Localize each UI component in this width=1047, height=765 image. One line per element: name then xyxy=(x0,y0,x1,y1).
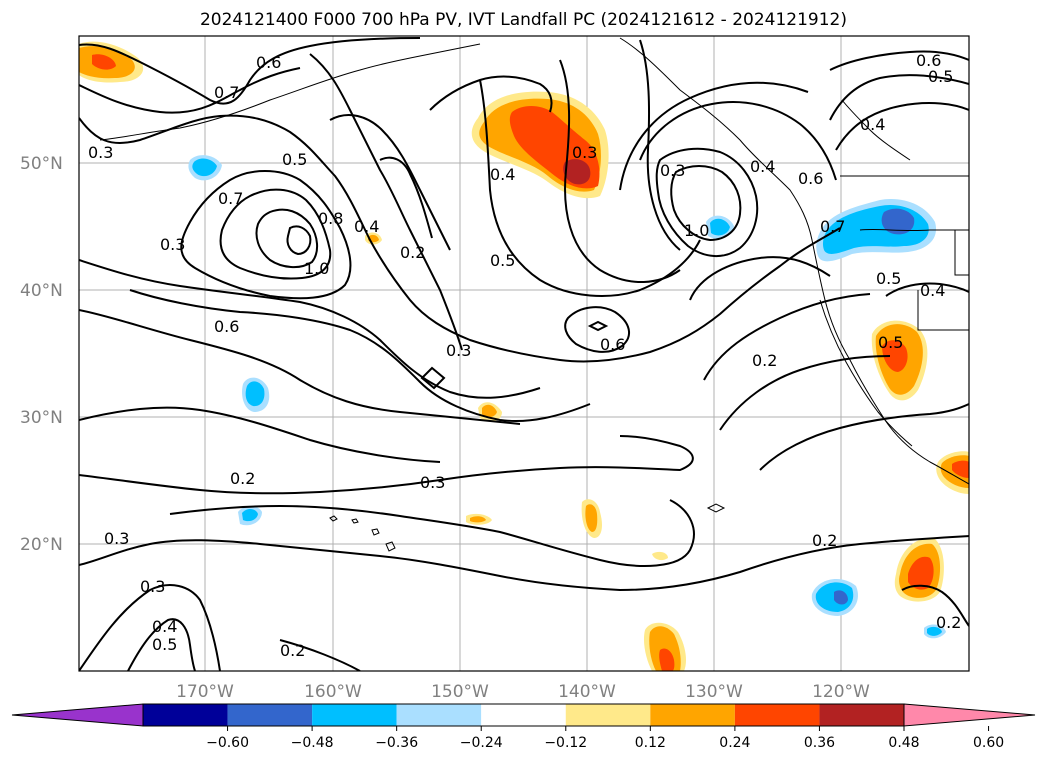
colorbar-tick-label: −0.24 xyxy=(460,735,503,751)
contour-label: 0.2 xyxy=(936,613,961,632)
colorbar-tick-label: 0.60 xyxy=(973,735,1004,751)
colorbar-extend-high xyxy=(903,703,1036,727)
lat-label: 30°N xyxy=(20,408,63,428)
contour-label: 0.3 xyxy=(420,473,445,492)
lat-label: 50°N xyxy=(20,154,63,174)
contour-label: 0.7 xyxy=(820,217,845,236)
colorbar-tick-label: 0.36 xyxy=(804,735,835,751)
contour-label: 0.5 xyxy=(878,333,903,352)
contour-label: 0.5 xyxy=(490,251,515,270)
contour-label: 0.3 xyxy=(140,577,165,596)
lon-label: 140°W xyxy=(558,682,616,702)
colorbar-tick-label: 0.48 xyxy=(888,735,919,751)
contour-label: 0.6 xyxy=(798,169,823,188)
contour-label: 0.7 xyxy=(214,83,239,102)
contour-label: 0.3 xyxy=(160,235,185,254)
contour-label: 0.4 xyxy=(920,281,945,300)
colorbar-outline xyxy=(142,703,905,727)
contour-label: 0.4 xyxy=(152,617,177,636)
lon-label: 150°W xyxy=(431,682,489,702)
contour-label: 0.4 xyxy=(860,115,885,134)
contour-label: 0.6 xyxy=(214,317,239,336)
pv-contours xyxy=(79,37,969,671)
colorbar-segment xyxy=(819,704,904,726)
colorbar-segment xyxy=(734,704,820,726)
contour-labels: 0.3 0.7 0.6 0.5 0.8 1.0 0.7 0.3 0.6 0.2 … xyxy=(88,51,961,660)
colorbar-segment xyxy=(650,704,735,726)
contour-label: 0.5 xyxy=(928,67,953,86)
contour-label: 0.5 xyxy=(876,269,901,288)
lat-label: 40°N xyxy=(20,281,63,301)
contour-label: 0.7 xyxy=(218,189,243,208)
contour-label: 1.0 xyxy=(684,221,709,240)
longitude-labels: 170°W 160°W 150°W 140°W 130°W 120°W xyxy=(176,682,870,702)
contour-label: 0.6 xyxy=(600,335,625,354)
contour-label: 0.3 xyxy=(446,341,471,360)
contour-label: 0.2 xyxy=(280,641,305,660)
colorbar-tick-label: −0.12 xyxy=(544,735,587,751)
contour-label: 0.3 xyxy=(104,529,129,548)
contour-label: 0.2 xyxy=(400,243,425,262)
colorbar xyxy=(11,703,1036,727)
colorbar-segment xyxy=(143,704,228,726)
contour-label: 0.4 xyxy=(750,157,775,176)
contour-label: 0.4 xyxy=(490,165,515,184)
colorbar-segment xyxy=(481,704,566,726)
contour-label: 0.5 xyxy=(152,635,177,654)
contour-label: 0.2 xyxy=(230,469,255,488)
contour-label: 0.6 xyxy=(916,51,941,70)
colorbar-tick-labels: −0.60 −0.48 −0.36 −0.24 −0.12 0.12 0.24 0.36 0.4… xyxy=(206,726,1004,751)
map-title: 2024121400 F000 700 hPa PV, IVT Landfall… xyxy=(199,10,847,30)
contour-label: 0.2 xyxy=(752,351,777,370)
colorbar-tick-label: −0.48 xyxy=(291,735,334,751)
contour-label: 0.8 xyxy=(318,209,343,228)
contour-label: 0.4 xyxy=(354,217,379,236)
colorbar-segment xyxy=(565,704,651,726)
colorbar-extend-low xyxy=(11,703,144,727)
colorbar-segment xyxy=(227,704,313,726)
lon-label: 160°W xyxy=(304,682,362,702)
colorbar-tick-label: −0.60 xyxy=(206,735,249,751)
latitude-labels: 50°N 40°N 30°N 20°N xyxy=(20,154,63,555)
colorbar-tick-label: 0.12 xyxy=(635,735,666,751)
lon-label: 170°W xyxy=(176,682,234,702)
colorbar-tick-label: −0.36 xyxy=(375,735,418,751)
lon-label: 120°W xyxy=(812,682,870,702)
contour-label: 0.3 xyxy=(660,161,685,180)
colorbar-segment xyxy=(312,704,397,726)
contour-label: 0.2 xyxy=(812,531,837,550)
plot-frame xyxy=(78,35,970,672)
contour-label: 0.5 xyxy=(282,150,307,169)
lat-label: 20°N xyxy=(20,535,63,555)
contour-label: 1.0 xyxy=(304,259,329,278)
contour-label: 0.6 xyxy=(256,53,281,72)
colorbar-tick-label: 0.24 xyxy=(719,735,750,751)
contour-label: 0.3 xyxy=(572,143,597,162)
lon-label: 130°W xyxy=(685,682,743,702)
contour-label: 0.3 xyxy=(88,143,113,162)
colorbar-segment xyxy=(396,704,482,726)
